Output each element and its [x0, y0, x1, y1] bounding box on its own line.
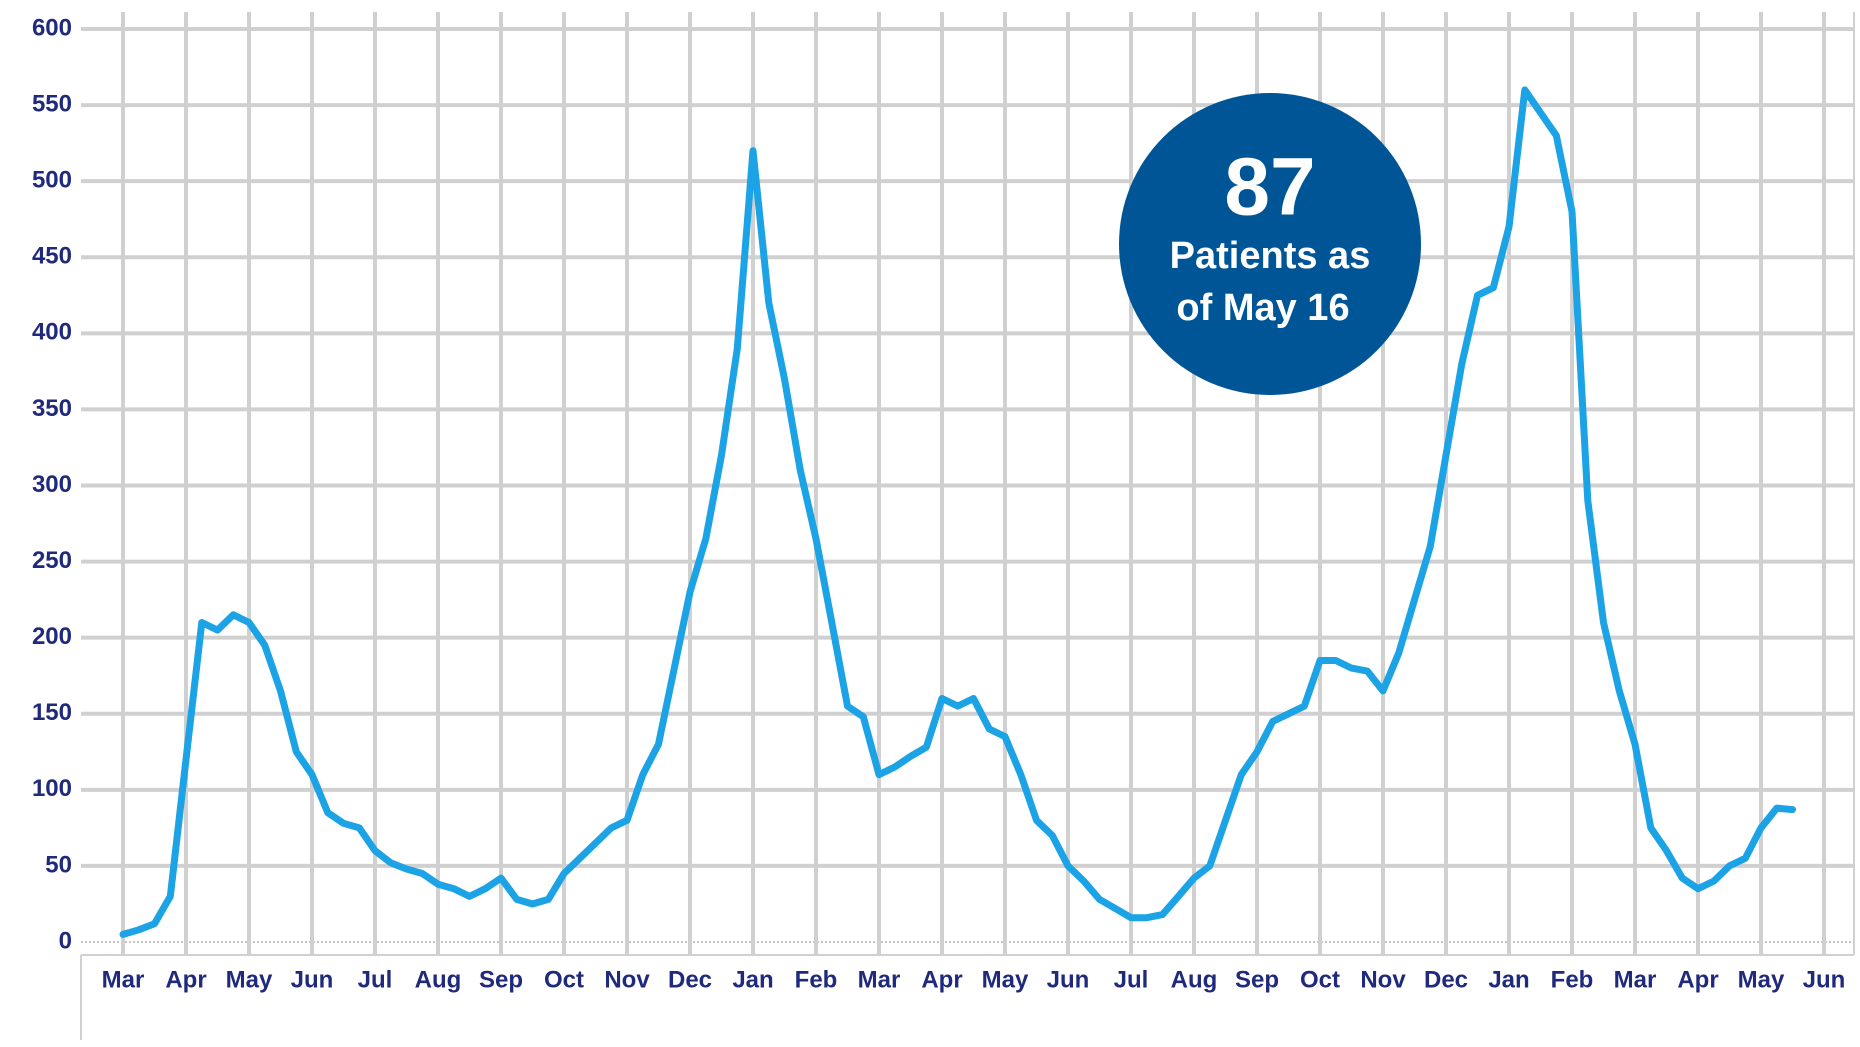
x-tick-label: May [982, 966, 1029, 993]
y-tick-label: 50 [45, 851, 72, 878]
x-tick-label: Apr [1677, 966, 1718, 993]
x-tick-label: Aug [1171, 966, 1218, 993]
x-tick-label: Sep [479, 966, 523, 993]
y-tick-label: 600 [32, 14, 72, 41]
data-line [119, 86, 1796, 938]
x-tick-label: Jun [1803, 966, 1846, 993]
callout-text: of May 16 [1176, 287, 1349, 329]
x-tick-label: Sep [1235, 966, 1279, 993]
x-tick-label: Feb [795, 966, 838, 993]
y-tick-label: 500 [32, 167, 72, 194]
x-tick-label: Jan [1488, 966, 1529, 993]
x-tick-label: Jul [1114, 966, 1149, 993]
y-tick-label: 350 [32, 395, 72, 422]
x-tick-label: Nov [1360, 966, 1406, 993]
callout-text: Patients as [1170, 235, 1371, 277]
plot [119, 86, 1796, 938]
callout-value: 87 [1224, 142, 1315, 233]
x-tick-label: May [1738, 966, 1785, 993]
x-tick-label: Aug [415, 966, 462, 993]
callout-circle [1119, 93, 1421, 395]
x-tick-label: Dec [668, 966, 712, 993]
x-tick-label: Mar [858, 966, 901, 993]
y-tick-label: 400 [32, 319, 72, 346]
x-tick-label: Jul [358, 966, 393, 993]
x-tick-label: Jan [732, 966, 773, 993]
y-tick-label: 150 [32, 699, 72, 726]
x-tick-label: Apr [165, 966, 206, 993]
x-tick-label: Oct [544, 966, 584, 993]
x-tick-label: Mar [102, 966, 145, 993]
x-tick-label: Mar [1614, 966, 1657, 993]
y-tick-label: 300 [32, 471, 72, 498]
y-tick-label: 550 [32, 90, 72, 117]
y-tick-label: 250 [32, 547, 72, 574]
x-tick-label: Apr [921, 966, 962, 993]
y-tick-label: 200 [32, 623, 72, 650]
x-tick-label: Nov [604, 966, 650, 993]
y-tick-label: 0 [59, 927, 72, 954]
y-tick-label: 100 [32, 775, 72, 802]
x-tick-label: Dec [1424, 966, 1468, 993]
x-tick-label: Jun [291, 966, 334, 993]
x-tick-label: Feb [1551, 966, 1594, 993]
grid: 0 50 100 150 200 250 300 350 400 450 500 550 600 Mar A… [32, 12, 1855, 1040]
x-tick-label: Jun [1047, 966, 1090, 993]
y-tick-label: 450 [32, 243, 72, 270]
x-tick-label: Oct [1300, 966, 1340, 993]
x-tick-label: May [226, 966, 273, 993]
